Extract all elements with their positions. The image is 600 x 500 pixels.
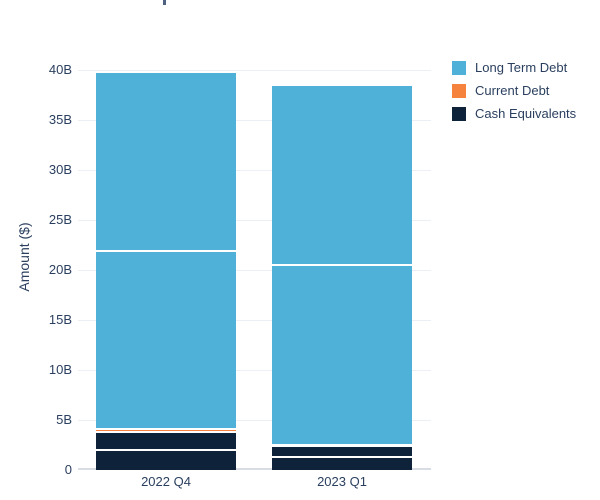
segment-divider: [96, 449, 236, 451]
x-axis-line: [78, 468, 431, 470]
bar-segment-cash-equivalents: [96, 450, 236, 470]
legend-item-current-debt[interactable]: Current Debt: [452, 79, 576, 102]
y-tick-label: 40B: [48, 62, 72, 77]
y-tick-label: 20B: [48, 262, 72, 277]
stacked-bar: [272, 45, 412, 470]
x-tick-label: 2022 Q4: [141, 474, 191, 489]
bar-segment-long-term-debt: [96, 72, 236, 251]
segment-divider: [96, 249, 236, 252]
gridline: [78, 69, 431, 71]
legend-item-label: Long Term Debt: [475, 60, 568, 75]
gridline: [78, 419, 431, 421]
legend-swatch-icon: [452, 106, 466, 121]
gridline: [78, 319, 431, 321]
y-tick-label: 5B: [56, 412, 72, 427]
segment-divider: [272, 444, 412, 447]
legend-item-cash-equivalents[interactable]: Cash Equivalents: [452, 102, 576, 125]
gridline: [78, 119, 431, 121]
legend-swatch-icon: [452, 60, 466, 75]
legend-item-label: Cash Equivalents: [475, 106, 577, 121]
bar-segment-long-term-debt: [272, 86, 412, 265]
y-tick-label: 25B: [48, 212, 72, 227]
segment-divider: [96, 431, 236, 433]
plot-area: [78, 45, 431, 470]
y-axis-title: Amount ($): [16, 222, 32, 292]
segment-divider: [272, 264, 412, 266]
gridline: [78, 169, 431, 171]
y-tick-label: 0: [64, 462, 72, 477]
bar-segment-cash-equivalents: [272, 445, 412, 457]
gridline: [78, 369, 431, 371]
legend-item-long-term-debt[interactable]: Long Term Debt: [452, 56, 576, 79]
y-tick-label: 10B: [48, 362, 72, 377]
clipped-title-fragment: [163, 0, 166, 5]
gridline: [78, 219, 431, 221]
bar-segment-long-term-debt: [272, 265, 412, 445]
y-tick-label: 15B: [48, 312, 72, 327]
y-tick-label: 30B: [48, 162, 72, 177]
bar-segment-current-debt: [96, 428, 236, 432]
legend-swatch-icon: [452, 83, 466, 98]
legend: Long Term Debt Current Debt Cash Equivalen…: [452, 56, 576, 125]
segment-divider: [272, 443, 412, 446]
x-tick-label: 2023 Q1: [317, 474, 367, 489]
bar-segment-cash-equivalents: [272, 457, 412, 470]
bar-segment-cash-equivalents: [96, 432, 236, 450]
segment-divider: [272, 456, 412, 458]
segment-divider: [96, 427, 236, 430]
stacked-bar: [96, 45, 236, 470]
gridline: [78, 269, 431, 271]
bar-segment-long-term-debt: [96, 250, 236, 429]
legend-item-label: Current Debt: [475, 83, 550, 98]
y-tick-label: 35B: [48, 112, 72, 127]
